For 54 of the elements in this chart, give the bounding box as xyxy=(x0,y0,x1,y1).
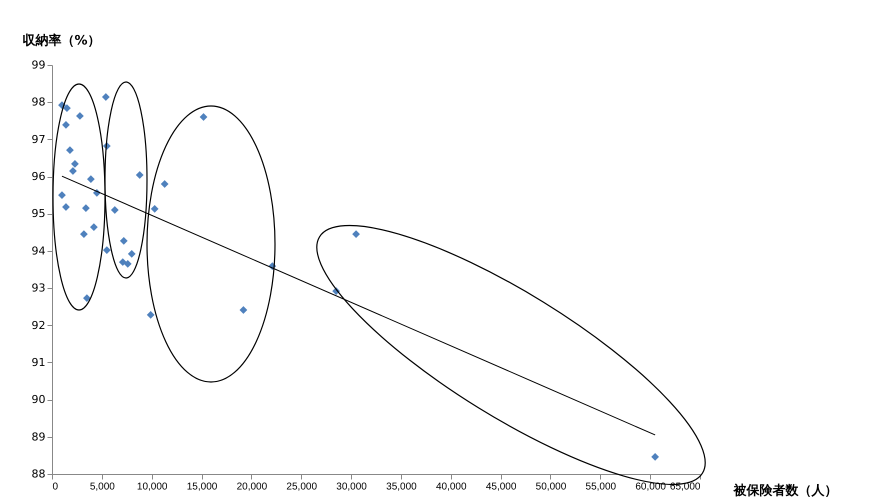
y-tick-label: 88 xyxy=(32,468,46,480)
point xyxy=(102,246,111,254)
x-tick-label: 50,000 xyxy=(536,482,567,492)
y-tick-label: 89 xyxy=(32,430,46,444)
x-tick-label: 15,000 xyxy=(186,482,218,492)
point xyxy=(69,167,77,175)
point xyxy=(76,112,84,120)
point xyxy=(63,104,71,112)
y-tick-label: 91 xyxy=(32,356,46,369)
point xyxy=(58,191,66,200)
point xyxy=(66,146,74,154)
x-tick-label: 10,000 xyxy=(136,482,168,492)
point xyxy=(82,204,90,212)
point xyxy=(160,180,169,188)
point xyxy=(651,453,660,461)
y-tick-label: 96 xyxy=(32,170,46,184)
point xyxy=(80,230,88,238)
x-tick-label: 5,000 xyxy=(90,482,116,492)
x-tick-label: 40,000 xyxy=(436,482,467,492)
point xyxy=(90,223,98,231)
point xyxy=(240,306,248,314)
y-axis-title: 収納率（%） xyxy=(22,32,101,48)
x-tick-label: 20,000 xyxy=(236,482,268,492)
point xyxy=(200,113,208,121)
x-tick-label: 30,000 xyxy=(336,482,368,492)
y-tick-label: 95 xyxy=(32,207,46,220)
point xyxy=(102,93,110,101)
point xyxy=(124,260,132,268)
point xyxy=(118,258,127,266)
point xyxy=(71,160,79,168)
y-tick-label: 98 xyxy=(32,96,46,109)
point xyxy=(62,203,70,211)
x-tick-label: 45,000 xyxy=(486,482,517,492)
point xyxy=(110,206,119,214)
x-tick-label: 25,000 xyxy=(286,482,318,492)
x-axis-title: 被保険者数（人） xyxy=(732,482,838,498)
point xyxy=(62,120,70,129)
x-tick-label: 35,000 xyxy=(386,482,418,492)
y-tick-label: 99 xyxy=(32,58,46,72)
y-tick-label: 90 xyxy=(32,393,46,406)
point xyxy=(352,230,360,238)
point xyxy=(128,250,136,258)
point xyxy=(83,294,91,302)
point xyxy=(136,171,144,179)
point xyxy=(120,236,128,245)
y-tick-label: 94 xyxy=(32,244,46,258)
point xyxy=(146,310,155,319)
point xyxy=(150,205,159,213)
x-tick-label: 0 xyxy=(52,482,58,492)
y-tick-label: 97 xyxy=(32,132,46,146)
y-tick-label: 92 xyxy=(32,318,46,332)
point xyxy=(87,175,95,184)
x-tick-label: 55,000 xyxy=(586,482,617,492)
y-tick-label: 93 xyxy=(32,282,46,295)
